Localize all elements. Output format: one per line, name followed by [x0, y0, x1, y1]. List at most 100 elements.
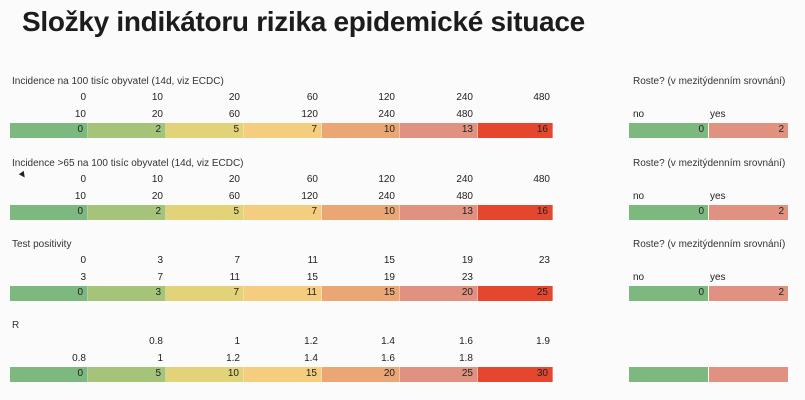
no-label: no [633, 109, 645, 120]
score-value: 10 [383, 124, 395, 135]
threshold-lower: 240 [456, 174, 473, 185]
score-cell: 5 [88, 367, 166, 382]
score-bar: 0 5 10 15 20 25 30 [10, 367, 553, 382]
score-value: 2 [155, 124, 161, 135]
score-cell: 30 [478, 367, 553, 382]
score-cell: 15 [322, 286, 400, 301]
score-cell: 16 [478, 205, 553, 220]
score-value: 0 [77, 368, 83, 379]
threshold-lower: 480 [533, 92, 550, 103]
threshold-upper: 480 [456, 109, 473, 120]
score-value: 0 [77, 124, 83, 135]
threshold-lower: 20 [228, 92, 240, 103]
roste-yes-cell: 2 [709, 286, 788, 301]
score-value: 5 [233, 124, 239, 135]
threshold-upper: 7 [157, 272, 163, 283]
threshold-upper: 240 [378, 191, 395, 202]
roste-no-cell: 0 [629, 123, 708, 138]
score-value: 11 [306, 287, 317, 298]
score-value: 20 [461, 287, 473, 298]
score-cell: 10 [166, 367, 244, 382]
section-label: Test positivity [12, 239, 72, 250]
roste-value: 0 [698, 124, 704, 135]
threshold-lower: 19 [461, 255, 473, 266]
threshold-upper: 20 [151, 191, 163, 202]
section-label: Incidence >65 na 100 tisíc obyvatel (14d… [12, 158, 244, 169]
threshold-lower: 0 [80, 92, 86, 103]
yes-label: yes [710, 109, 726, 120]
score-cell: 15 [244, 367, 322, 382]
threshold-lower: 1 [234, 336, 240, 347]
score-cell: 5 [166, 205, 244, 220]
roste-yes-cell: 2 [709, 123, 788, 138]
threshold-lower: 480 [533, 174, 550, 185]
threshold-lower: 1.4 [381, 336, 395, 347]
threshold-lower: 60 [306, 92, 318, 103]
threshold-upper: 10 [74, 109, 86, 120]
threshold-lower: 120 [378, 92, 395, 103]
roste-label: Roste? (v mezitýdenním srovnání) [633, 76, 786, 87]
threshold-lower: 1.2 [304, 336, 318, 347]
score-value: 30 [536, 368, 548, 379]
threshold-lower: 120 [378, 174, 395, 185]
score-cell: 25 [478, 286, 553, 301]
roste-value: 2 [778, 206, 784, 217]
score-value: 13 [461, 124, 473, 135]
no-label: no [633, 191, 645, 202]
threshold-upper: 60 [228, 191, 240, 202]
page-title: Složky indikátoru rizika epidemické situ… [22, 6, 585, 37]
threshold-lower: 1.6 [459, 336, 473, 347]
threshold-lower: 11 [307, 255, 318, 266]
score-cell: 7 [244, 205, 322, 220]
score-value: 20 [383, 368, 395, 379]
threshold-lower: 1.9 [536, 336, 550, 347]
threshold-lower: 7 [234, 255, 240, 266]
score-cell: 25 [400, 367, 478, 382]
score-value: 2 [155, 206, 161, 217]
threshold-upper: 1.8 [459, 353, 473, 364]
section-label: Incidence na 100 tisíc obyvatel (14d, vi… [12, 76, 224, 87]
threshold-upper: 1.6 [381, 353, 395, 364]
roste-no-cell: 0 [629, 205, 708, 220]
yes-label: yes [710, 191, 726, 202]
score-cell: 10 [322, 123, 400, 138]
threshold-upper: 3 [80, 272, 86, 283]
score-value: 7 [233, 287, 239, 298]
roste-bar [629, 367, 788, 382]
score-bar: 0 3 7 11 15 20 25 [10, 286, 553, 301]
yes-label: yes [710, 272, 726, 283]
threshold-lower: 0 [80, 255, 86, 266]
no-label: no [633, 272, 645, 283]
roste-label: Roste? (v mezitýdenním srovnání) [633, 239, 786, 250]
threshold-upper: 120 [301, 191, 318, 202]
section-label: R [12, 320, 20, 331]
score-value: 10 [383, 206, 395, 217]
threshold-upper: 20 [151, 109, 163, 120]
score-cell: 7 [166, 286, 244, 301]
score-cell: 16 [478, 123, 553, 138]
score-cell: 2 [88, 123, 166, 138]
threshold-lower: 240 [456, 92, 473, 103]
threshold-lower: 10 [151, 174, 163, 185]
score-cell: 3 [88, 286, 166, 301]
mouse-cursor-icon [18, 170, 28, 180]
score-value: 16 [536, 124, 548, 135]
threshold-upper: 11 [229, 272, 240, 283]
threshold-upper: 1 [157, 353, 163, 364]
score-value: 16 [536, 206, 548, 217]
roste-value: 0 [698, 206, 704, 217]
roste-value: 0 [698, 287, 704, 298]
threshold-lower: 3 [157, 255, 163, 266]
threshold-lower: 0 [80, 174, 86, 185]
roste-no-cell: 0 [629, 286, 708, 301]
roste-value: 2 [778, 287, 784, 298]
score-cell: 13 [400, 205, 478, 220]
score-bar: 0 2 5 7 10 13 16 [10, 123, 553, 138]
score-cell: 10 [322, 205, 400, 220]
threshold-lower: 20 [228, 174, 240, 185]
threshold-lower: 15 [383, 255, 395, 266]
threshold-lower: 23 [538, 255, 550, 266]
score-value: 0 [77, 206, 83, 217]
